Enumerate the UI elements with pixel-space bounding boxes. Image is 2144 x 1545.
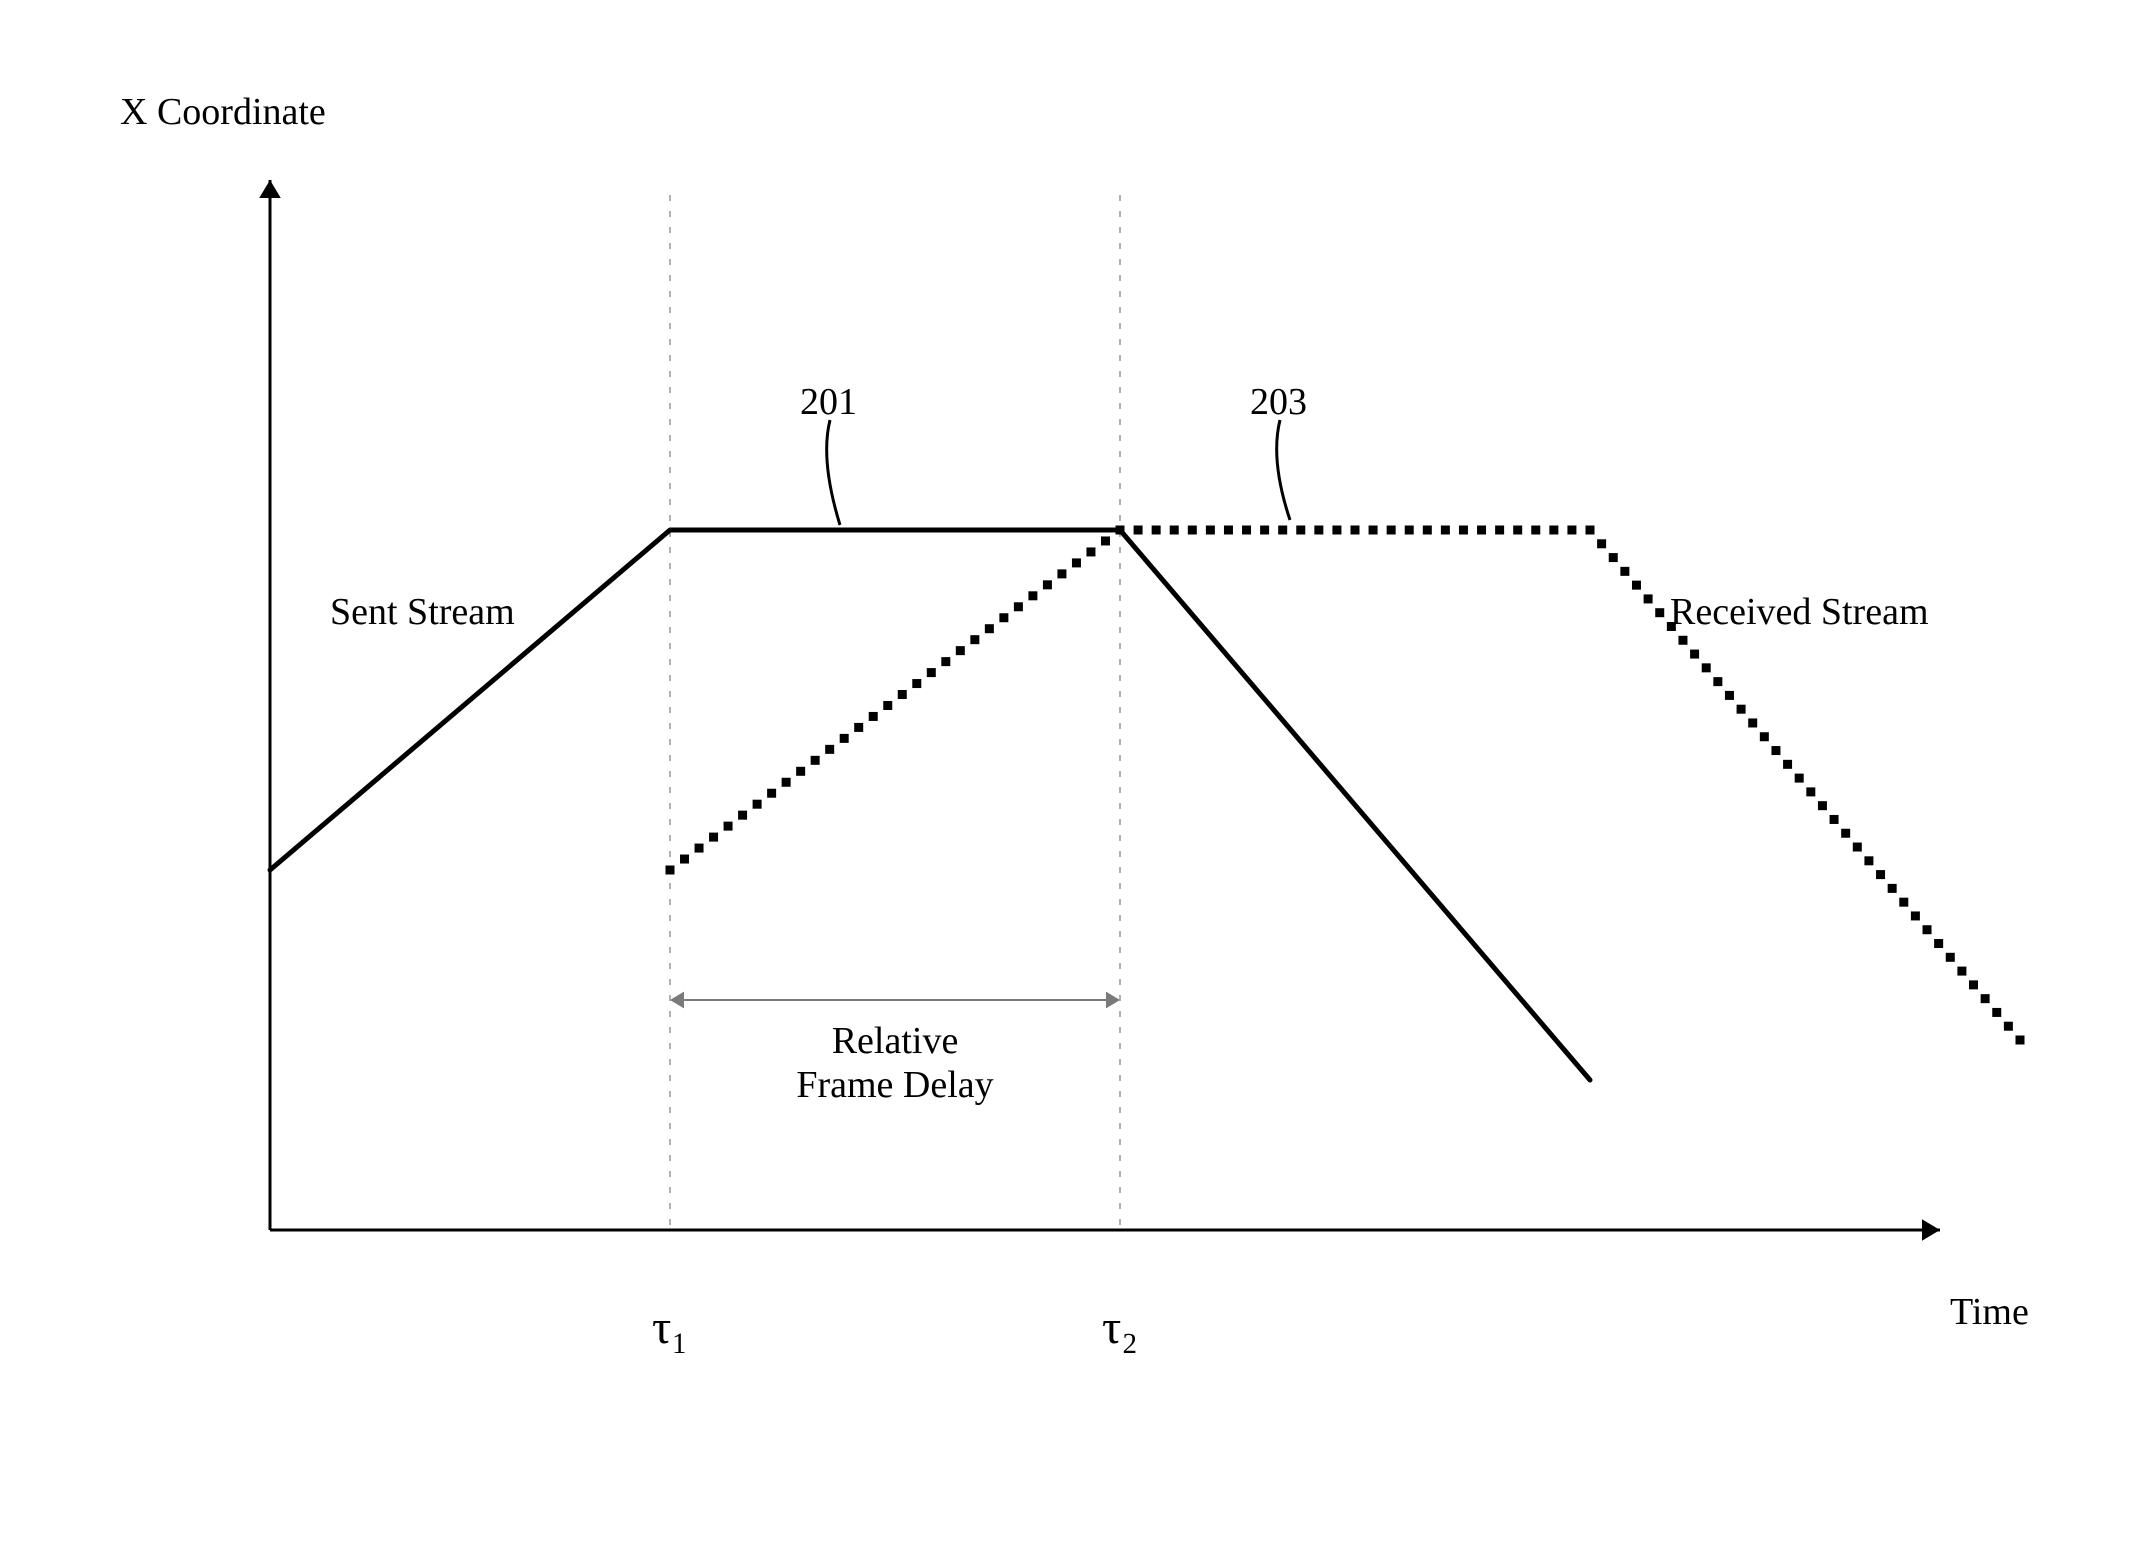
delay-annotation-label: Relative Frame Delay <box>796 1020 993 1107</box>
delay-annotation-line2: Frame Delay <box>796 1064 993 1108</box>
tick-label-tau2: τ₂ <box>1102 1300 1138 1355</box>
tick-label-tau1: τ₁ <box>652 1300 688 1355</box>
ref-label-203: 203 <box>1250 380 1307 424</box>
diagram-canvas: X Coordinate Time τ₁ τ₂ Sent Stream Rece… <box>0 0 2144 1545</box>
received-stream-label: Received Stream <box>1670 590 1929 634</box>
y-axis-label: X Coordinate <box>120 90 326 134</box>
delay-annotation-line1: Relative <box>796 1020 993 1064</box>
sent-stream-label: Sent Stream <box>330 590 515 634</box>
diagram-svg <box>0 0 2144 1545</box>
x-axis-label: Time <box>1950 1290 2029 1334</box>
ref-label-201: 201 <box>800 380 857 424</box>
